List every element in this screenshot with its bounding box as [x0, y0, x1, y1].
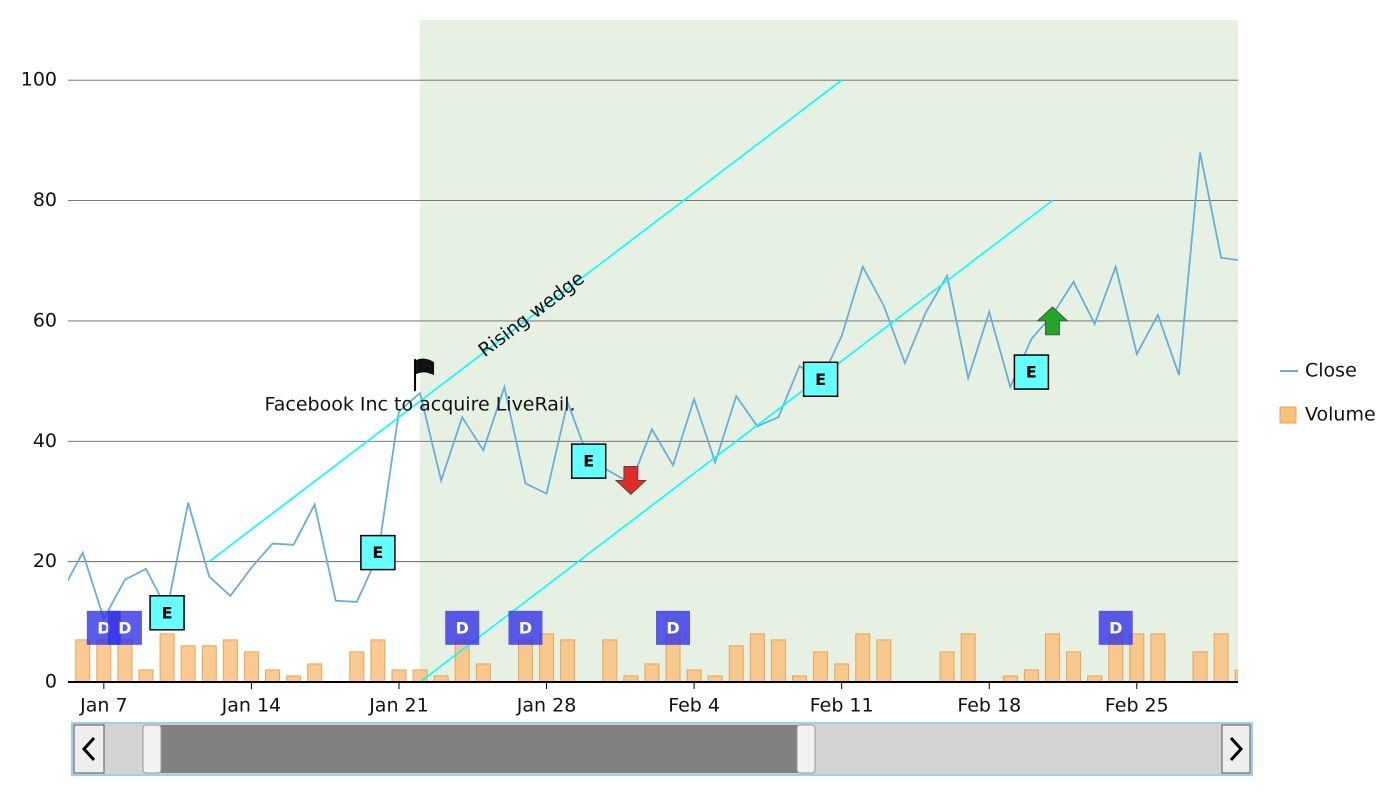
volume-bar [222, 639, 238, 682]
volume-bar [602, 639, 618, 682]
x-tick-label: Jan 21 [368, 695, 429, 717]
volume-bar [560, 639, 576, 682]
x-tick-label: Feb 25 [1105, 695, 1169, 717]
scroll-thumb[interactable] [160, 725, 800, 773]
legend: Close Volume [1279, 360, 1376, 426]
x-tick-label: Jan 28 [516, 695, 577, 717]
x-tick-label: Jan 7 [79, 695, 127, 717]
volume-bar [1213, 633, 1229, 682]
volume-bar [749, 633, 765, 682]
volume-bar [728, 645, 744, 682]
volume-bar [349, 651, 365, 682]
volume-bar [813, 651, 829, 682]
volume-bar [834, 663, 850, 682]
scroll-handle-right[interactable] [796, 724, 816, 774]
volume-bar [1066, 651, 1082, 682]
dividend-marker [107, 610, 142, 645]
dividend-marker [445, 610, 480, 645]
earnings-marker [802, 361, 839, 398]
volume-bar [539, 633, 555, 682]
volume-bar [475, 663, 491, 682]
volume-bar [264, 669, 280, 682]
volume-bar [686, 669, 702, 682]
y-tick-label: 40 [33, 430, 57, 452]
volume-bar [159, 633, 175, 682]
arrow-marker [614, 465, 647, 495]
legend-label: Close [1305, 360, 1357, 382]
scrollbar[interactable] [71, 722, 1253, 776]
volume-bar [1023, 669, 1039, 682]
marker-label: E [583, 452, 594, 471]
marker-label: D [97, 618, 110, 637]
volume-bar [939, 651, 955, 682]
scroll-left-button[interactable] [73, 724, 105, 774]
x-tick-label: Feb 11 [810, 695, 874, 717]
scroll-left-icon [81, 736, 96, 762]
scroll-handle-left[interactable] [142, 724, 162, 774]
volume-bar [1234, 669, 1238, 682]
trend-line [208, 79, 843, 563]
earnings-marker [570, 443, 607, 479]
marker-label: D [118, 618, 131, 637]
volume-bar [370, 639, 386, 682]
marker-label: E [162, 603, 173, 622]
volume-bar [391, 669, 407, 682]
earnings-marker [149, 595, 185, 631]
earnings-marker [1013, 354, 1050, 390]
volume-bar [1044, 633, 1060, 682]
plot-area [68, 79, 1238, 682]
trend-line [419, 199, 1053, 682]
volume-bar [96, 639, 112, 682]
plot-background [420, 20, 1238, 682]
x-tick-label: Feb 18 [957, 695, 1021, 717]
scroll-right-button[interactable] [1221, 724, 1251, 774]
flag [416, 358, 435, 376]
y-tick-label: 20 [33, 550, 57, 572]
marker-label: D [519, 618, 532, 637]
volume-bar [644, 663, 660, 682]
volume-bar [855, 633, 871, 682]
marker-label: E [1026, 363, 1037, 382]
y-tick-label: 60 [33, 309, 57, 331]
y-tick-label: 0 [45, 671, 57, 693]
volume-bar [876, 639, 892, 682]
marker-label: D [1109, 618, 1122, 637]
volume-bar [75, 639, 91, 682]
volume-bar [243, 651, 259, 682]
x-tick-label: Jan 14 [221, 695, 282, 717]
marker-label: D [666, 618, 679, 637]
volume-bar [307, 663, 323, 682]
volume-bar [201, 645, 217, 682]
marker-label: E [815, 370, 826, 389]
grid: 0 20 40 60 80 100 Jan 7 Jan 14 Jan 21 Jan 28 Feb 4… [21, 69, 1238, 717]
volume-bar [138, 669, 154, 682]
volume-bar [117, 639, 133, 682]
volume-bar [1150, 633, 1166, 682]
highlight-band [420, 20, 1238, 682]
arrow-marker [1036, 306, 1069, 336]
y-tick-label: 80 [33, 189, 57, 211]
volume-bar [517, 639, 533, 682]
legend-swatch [1279, 406, 1297, 424]
dividend-marker [508, 610, 543, 645]
dividend-marker [1098, 610, 1133, 645]
dividend-marker [656, 610, 691, 645]
volume-bar [1192, 651, 1208, 682]
volume-bar [180, 645, 196, 682]
earnings-marker [360, 534, 396, 571]
volume-bar [770, 639, 786, 682]
volume-bar [960, 633, 976, 682]
volume-bar [412, 669, 428, 682]
scroll-right-icon [1229, 736, 1244, 762]
marker-label: D [456, 618, 469, 637]
x-tick-label: Feb 4 [668, 695, 720, 717]
legend-label: Volume [1305, 404, 1376, 426]
marker-label: E [372, 543, 383, 562]
volume-bar [1129, 633, 1145, 682]
annotation-text: Facebook Inc to acquire LiveRail. [265, 394, 576, 416]
y-tick-label: 100 [21, 69, 57, 91]
